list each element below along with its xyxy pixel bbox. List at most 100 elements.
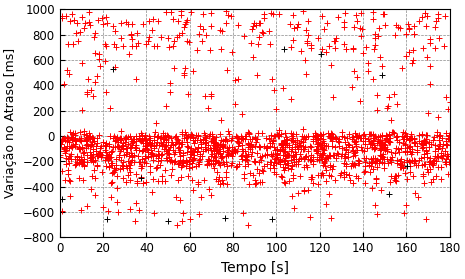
- Point: [126, 207, 134, 211]
- Point: [99, 170, 106, 175]
- Point: [84, 77, 92, 81]
- Point: [247, 142, 254, 146]
- Point: [197, 138, 204, 142]
- Point: [319, 132, 326, 136]
- Point: [418, 133, 425, 138]
- Point: [120, 144, 127, 148]
- Point: [128, 154, 136, 158]
- Point: [138, 164, 145, 169]
- Point: [146, 134, 153, 138]
- Point: [329, 164, 337, 169]
- Point: [332, 145, 339, 150]
- Point: [109, 163, 116, 167]
- Point: [313, 151, 321, 155]
- Point: [130, 160, 138, 164]
- Point: [154, 152, 162, 157]
- Point: [411, 161, 418, 166]
- Point: [190, 140, 197, 145]
- Point: [224, 139, 231, 143]
- Point: [292, 131, 300, 136]
- Point: [352, 144, 360, 148]
- Point: [415, 133, 423, 137]
- Point: [118, 163, 126, 167]
- Point: [293, 143, 301, 148]
- Point: [360, 148, 367, 153]
- Point: [68, 12, 76, 17]
- Point: [149, 151, 156, 155]
- Point: [165, 140, 172, 144]
- Point: [175, 161, 183, 165]
- Point: [365, 60, 372, 65]
- Point: [101, 157, 108, 162]
- Point: [370, 136, 377, 140]
- Point: [120, 166, 127, 170]
- Point: [122, 20, 130, 24]
- Point: [301, 135, 308, 140]
- Point: [418, 163, 425, 168]
- Point: [109, 145, 116, 149]
- Point: [277, 148, 284, 152]
- Point: [64, 172, 71, 176]
- Point: [354, 175, 362, 180]
- Point: [189, 138, 197, 143]
- Point: [408, 132, 415, 136]
- Point: [282, 154, 290, 158]
- Point: [153, 164, 160, 169]
- Point: [128, 139, 135, 143]
- Point: [210, 143, 218, 147]
- Point: [94, 18, 101, 22]
- Point: [288, 97, 295, 101]
- Point: [255, 144, 262, 148]
- Point: [246, 137, 254, 141]
- Point: [193, 163, 200, 168]
- Point: [410, 32, 418, 36]
- Point: [119, 144, 126, 148]
- Point: [402, 131, 409, 135]
- Point: [267, 160, 274, 164]
- Point: [287, 138, 295, 142]
- Point: [82, 146, 90, 150]
- Point: [348, 135, 355, 140]
- Point: [362, 156, 369, 161]
- Point: [107, 195, 115, 199]
- Point: [88, 155, 95, 159]
- Point: [398, 163, 405, 168]
- Point: [218, 178, 226, 182]
- Point: [258, 154, 266, 158]
- Point: [298, 139, 305, 143]
- Point: [387, 160, 395, 164]
- Point: [146, 136, 154, 141]
- Point: [238, 154, 245, 159]
- Point: [280, 167, 288, 172]
- Point: [370, 136, 377, 140]
- Point: [302, 145, 309, 149]
- Point: [133, 31, 141, 35]
- Point: [80, 132, 88, 136]
- Point: [216, 163, 224, 167]
- Point: [288, 136, 296, 140]
- Point: [427, 158, 434, 163]
- Point: [349, 84, 356, 89]
- Point: [241, 164, 249, 169]
- Point: [290, 13, 297, 17]
- Point: [95, 151, 102, 155]
- Point: [239, 157, 246, 161]
- Point: [101, 148, 109, 152]
- Point: [366, 142, 374, 146]
- Point: [68, 135, 76, 140]
- Point: [103, 153, 110, 157]
- Point: [420, 138, 428, 143]
- Point: [365, 161, 373, 165]
- Point: [372, 176, 380, 180]
- Point: [235, 141, 242, 145]
- Point: [190, 136, 197, 140]
- Point: [407, 135, 415, 140]
- Point: [402, 54, 410, 58]
- Point: [252, 143, 259, 148]
- Point: [86, 23, 93, 28]
- Point: [111, 29, 119, 34]
- Point: [277, 157, 284, 162]
- Point: [329, 135, 336, 139]
- Point: [225, 145, 232, 150]
- Point: [378, 142, 385, 147]
